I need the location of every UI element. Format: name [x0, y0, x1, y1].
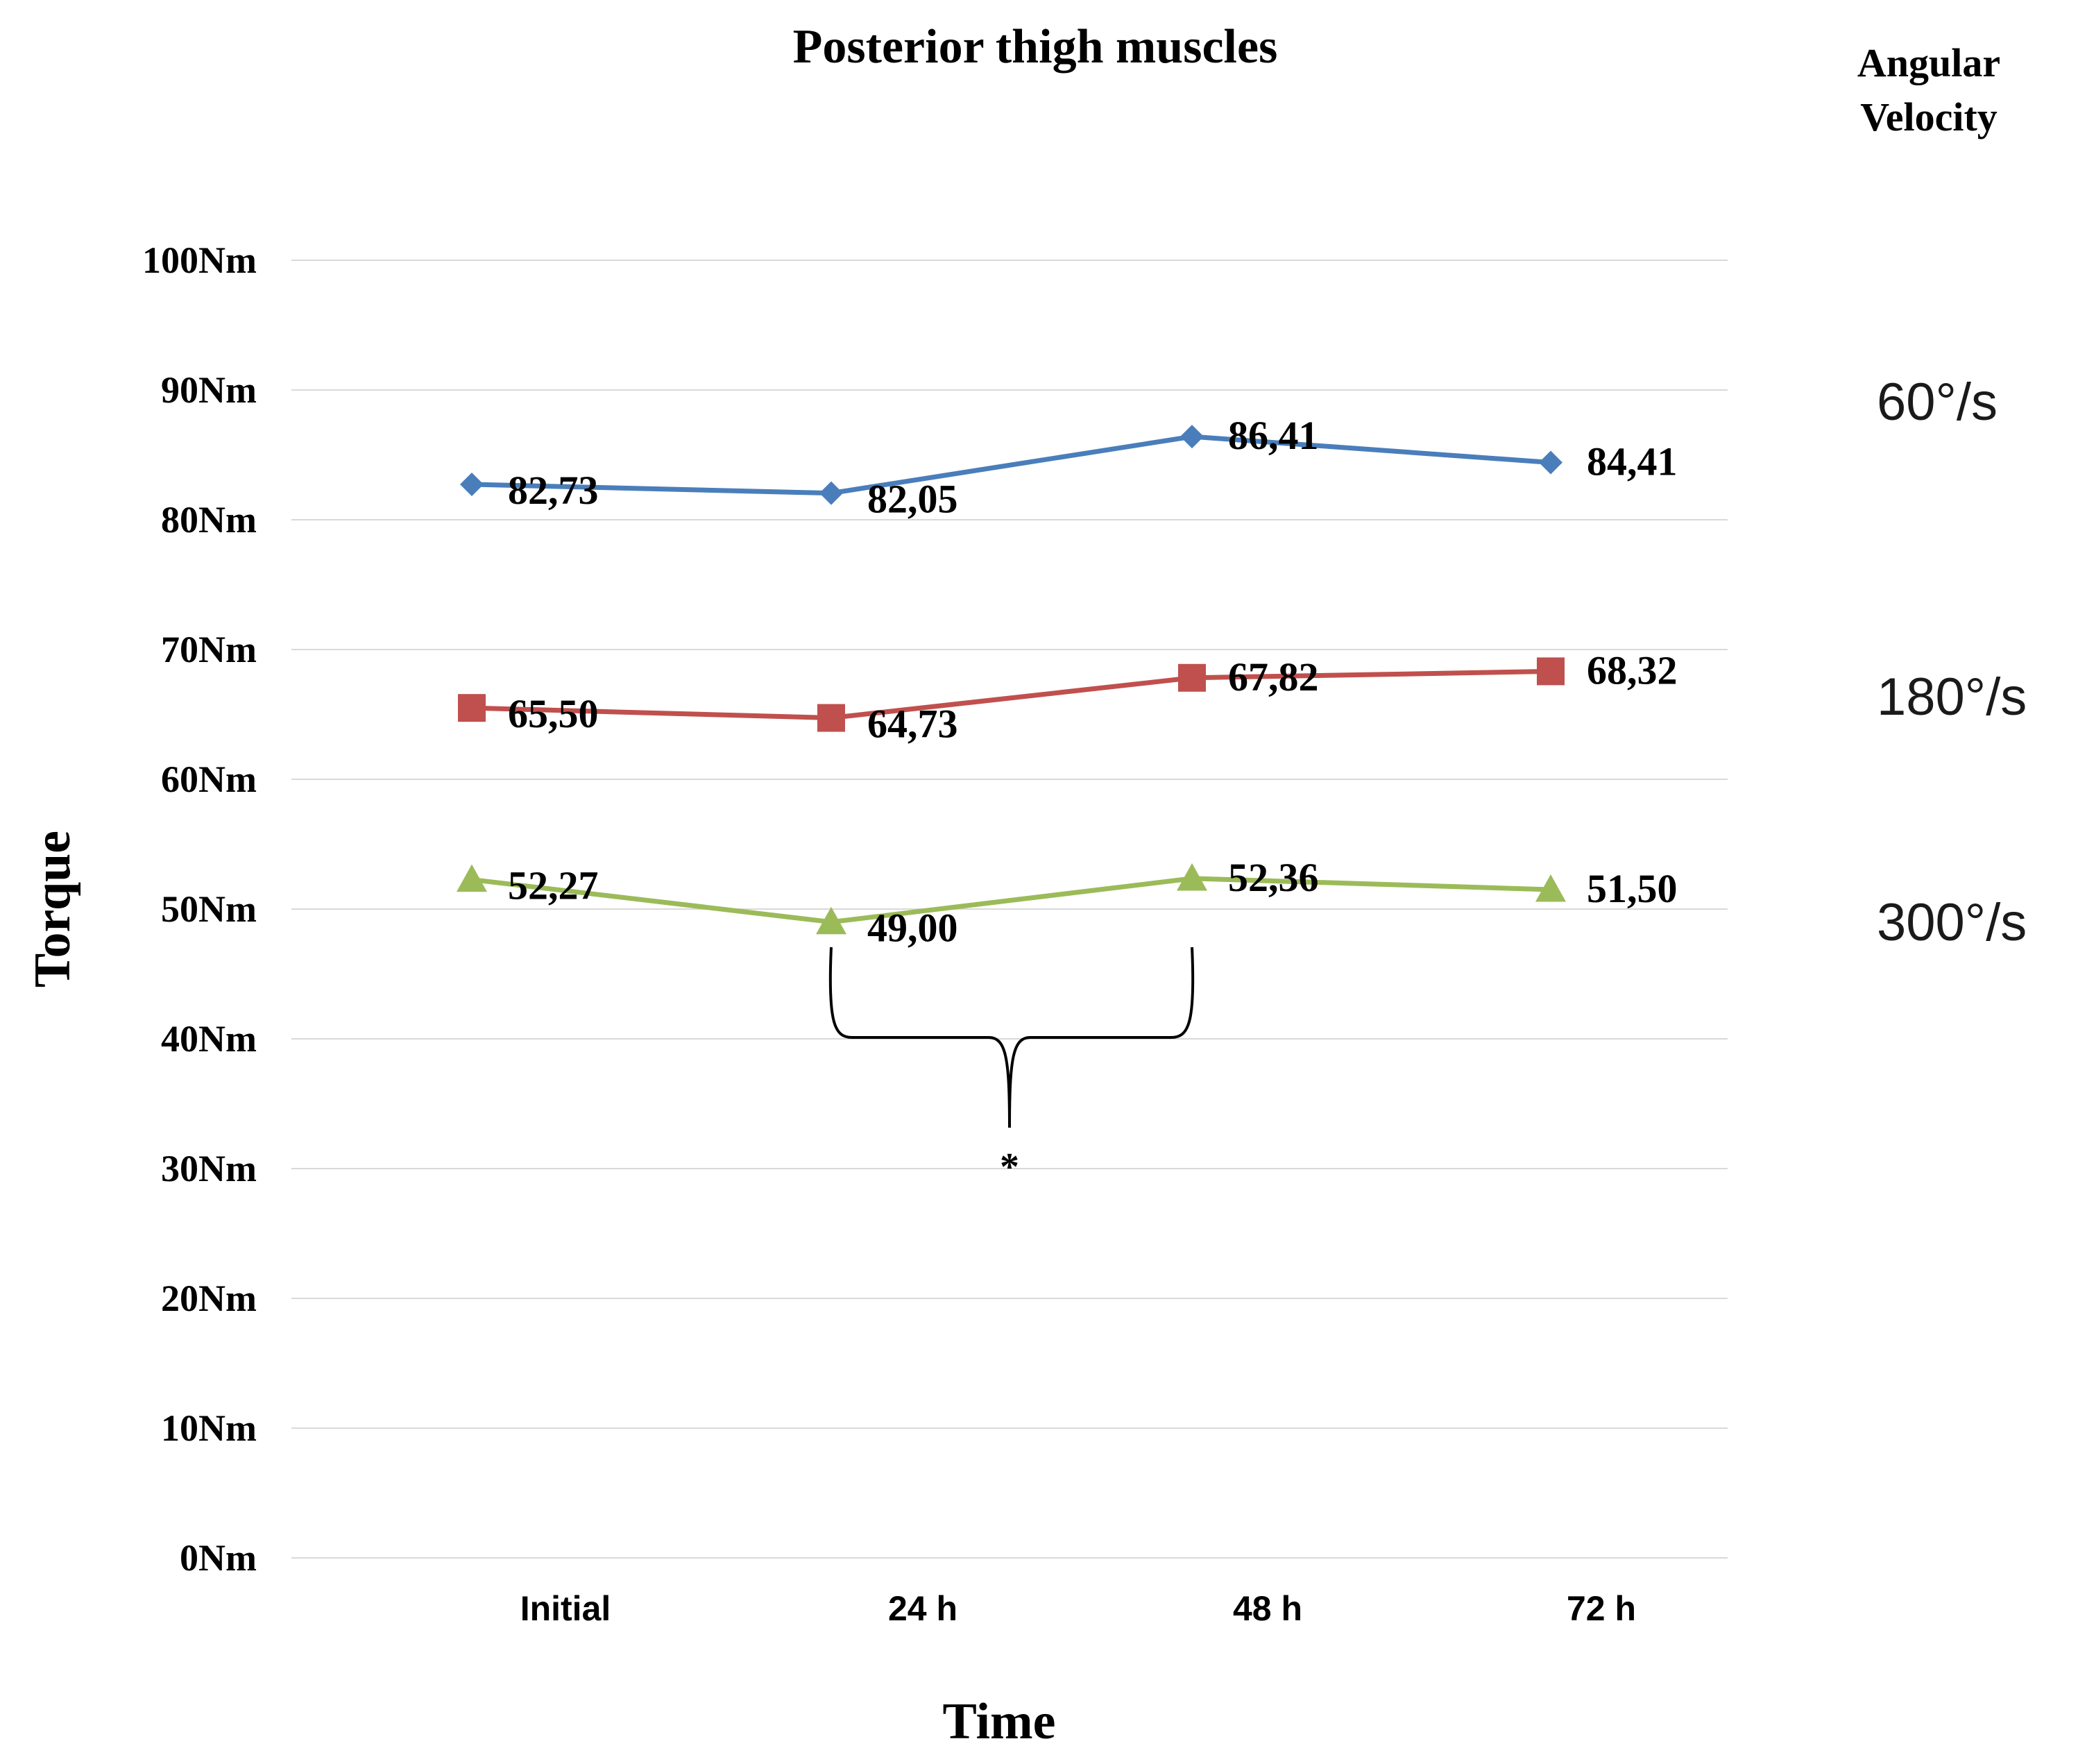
y-tick-label: 20Nm — [161, 1278, 257, 1319]
data-label: 52,27 — [508, 863, 599, 908]
data-point — [1180, 425, 1204, 449]
data-point — [819, 481, 843, 505]
data-label: 65,50 — [508, 691, 599, 736]
legend-item: 180°/s — [1877, 668, 2027, 727]
data-point — [1178, 663, 1206, 692]
data-point — [1535, 874, 1566, 902]
legend-item: 60°/s — [1877, 373, 1998, 432]
y-tick-label: 100Nm — [142, 239, 257, 281]
data-point — [457, 864, 487, 892]
data-point — [458, 694, 486, 722]
data-label: 68,32 — [1587, 647, 1678, 693]
data-label: 64,73 — [867, 702, 958, 747]
data-label: 52,36 — [1228, 855, 1319, 900]
x-tick-label: 24 h — [888, 1589, 957, 1628]
significance-asterisk: * — [1000, 1146, 1019, 1189]
data-label: 51,50 — [1587, 866, 1678, 911]
legend-title: Angular — [1857, 40, 2000, 85]
chart-title: Posterior thigh muscles — [793, 20, 1278, 74]
y-axis-title: Torque — [24, 831, 81, 987]
y-tick-label: 30Nm — [161, 1148, 257, 1189]
series-line — [471, 876, 1551, 925]
data-label: 84,41 — [1587, 439, 1678, 484]
data-label: 86,41 — [1228, 413, 1319, 458]
legend-title: Velocity — [1860, 94, 1998, 139]
y-tick-label: 80Nm — [161, 499, 257, 541]
y-tick-label: 60Nm — [161, 758, 257, 800]
legend-item: 300°/s — [1877, 893, 2027, 952]
data-point — [1177, 863, 1207, 891]
data-point — [817, 704, 845, 732]
series-line — [471, 434, 1551, 496]
y-tick-label: 40Nm — [161, 1018, 257, 1060]
data-point — [1539, 450, 1562, 475]
y-tick-label: 70Nm — [161, 629, 257, 670]
series-0 — [460, 425, 1562, 505]
y-tick-label: 10Nm — [161, 1407, 257, 1449]
series-2 — [457, 863, 1566, 935]
x-tick-label: 48 h — [1233, 1589, 1302, 1628]
x-tick-label: Initial — [520, 1589, 611, 1628]
data-point — [816, 906, 846, 935]
y-tick-label: 90Nm — [161, 369, 257, 411]
series-line — [471, 668, 1551, 721]
x-tick-label: 72 h — [1567, 1589, 1636, 1628]
series-1 — [458, 657, 1565, 732]
data-label: 82,73 — [508, 468, 599, 513]
y-tick-label: 0Nm — [180, 1537, 257, 1579]
data-point — [1537, 657, 1565, 686]
data-label: 67,82 — [1228, 654, 1319, 699]
significance-brace — [828, 947, 1195, 1128]
data-label: 82,05 — [867, 477, 958, 522]
data-label: 49,00 — [867, 906, 958, 951]
x-axis-title: Time — [942, 1693, 1055, 1750]
y-tick-label: 50Nm — [161, 888, 257, 930]
data-point — [460, 472, 484, 496]
